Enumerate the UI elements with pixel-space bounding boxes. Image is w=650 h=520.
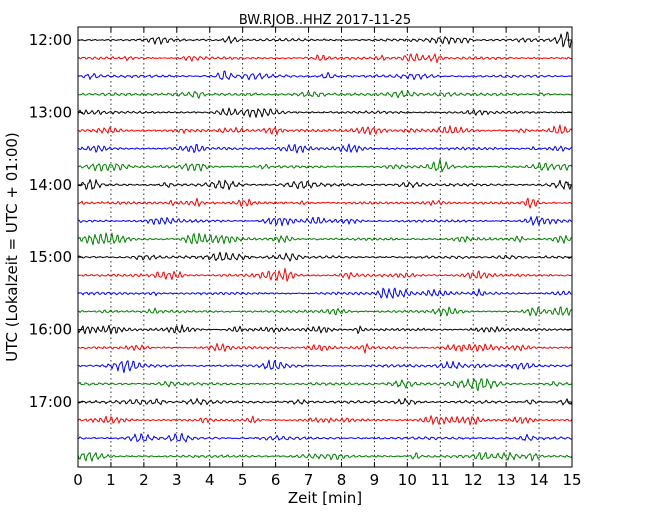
y-axis-label: UTC (Lokalzeit = UTC + 01:00) [3, 132, 21, 362]
grid [110, 27, 540, 467]
trace-6 [77, 143, 573, 154]
trace-17 [77, 342, 573, 354]
y-tick-label: 16:00 [29, 321, 72, 339]
x-tick-label: 14 [530, 471, 549, 489]
trace-19 [77, 378, 573, 392]
x-tick-label: 11 [431, 471, 450, 489]
x-tick-label: 3 [172, 471, 182, 489]
trace-4 [77, 107, 573, 118]
x-axis: 0 1 2 3 4 5 6 7 8 9 10 11 12 13 14 15 [73, 27, 582, 489]
x-tick-label: 5 [238, 471, 248, 489]
trace-11 [77, 232, 573, 246]
x-tick-label: 0 [73, 471, 83, 489]
y-axis: 12:00 13:00 14:00 15:00 16:00 17:00 [29, 31, 572, 411]
y-tick-label: 17:00 [29, 393, 72, 411]
x-tick-label: 9 [370, 471, 380, 489]
y-tick-label: 14:00 [29, 176, 72, 194]
trace-15 [77, 306, 573, 317]
trace-23 [77, 451, 573, 462]
trace-5 [77, 124, 573, 136]
plot-frame [77, 26, 573, 468]
x-tick-label: 4 [205, 471, 215, 489]
trace-22 [77, 432, 573, 443]
trace-2 [77, 70, 573, 81]
y-tick-label: 13:00 [29, 103, 72, 121]
trace-16 [77, 324, 573, 335]
trace-14 [77, 287, 573, 299]
trace-9 [77, 197, 573, 209]
x-tick-label: 8 [337, 471, 347, 489]
trace-20 [77, 397, 573, 406]
trace-13 [77, 267, 573, 282]
trace-10 [77, 215, 573, 227]
trace-0 [77, 31, 573, 49]
x-tick-label: 10 [398, 471, 417, 489]
trace-12 [77, 251, 573, 262]
y-tick-label: 15:00 [29, 248, 72, 266]
trace-3 [77, 90, 573, 99]
x-tick-label: 13 [497, 471, 516, 489]
trace-21 [77, 415, 573, 426]
x-tick-label: 6 [271, 471, 281, 489]
x-tick-label: 12 [464, 471, 483, 489]
y-tick-label: 12:00 [29, 31, 72, 49]
chart-title: BW.RJOB..HHZ 2017-11-25 [239, 13, 411, 28]
x-tick-label: 2 [139, 471, 149, 489]
x-axis-label: Zeit [min] [288, 489, 362, 507]
trace-18 [77, 359, 573, 374]
traces [77, 31, 573, 462]
trace-7 [77, 158, 573, 173]
x-tick-label: 7 [304, 471, 314, 489]
x-tick-label: 15 [562, 471, 581, 489]
trace-1 [77, 53, 573, 63]
trace-8 [77, 179, 573, 191]
x-tick-label: 1 [106, 471, 116, 489]
